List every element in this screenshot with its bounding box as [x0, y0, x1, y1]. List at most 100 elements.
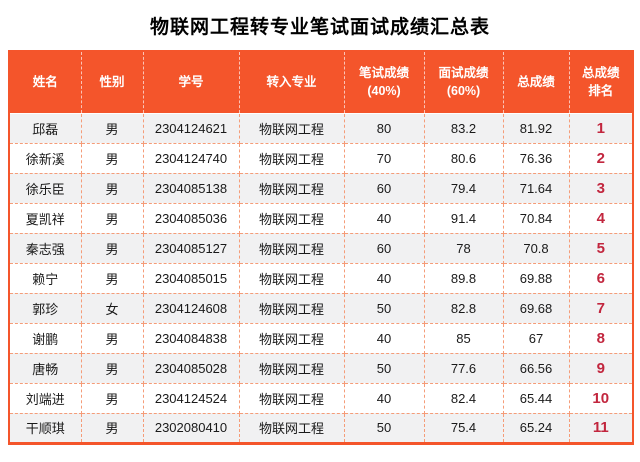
cell-name: 秦志强: [8, 232, 82, 264]
cell-total: 81.92: [502, 112, 570, 144]
cell-written: 50: [343, 412, 425, 444]
cell-rank: 10: [568, 382, 634, 414]
cell-major: 物联网工程: [238, 412, 345, 444]
cell-rank: 1: [568, 112, 634, 144]
cell-interview: 85: [423, 322, 504, 354]
cell-major: 物联网工程: [238, 172, 345, 204]
cell-gender: 男: [80, 232, 144, 264]
cell-student-id: 2304124740: [142, 142, 240, 174]
cell-rank: 11: [568, 412, 634, 444]
cell-rank: 8: [568, 322, 634, 354]
table-row: 秦志强男 2304085127 物联网工程 60 78 70.8 5: [8, 232, 634, 264]
col-header-rank: 总成绩 排名: [568, 51, 633, 114]
cell-student-id: 2304124524: [142, 382, 240, 414]
cell-student-id: 2304084838: [142, 322, 240, 354]
cell-written: 60: [343, 172, 425, 204]
cell-gender: 男: [80, 262, 144, 294]
table-row: 夏凯祥男 2304085036 物联网工程 40 91.4 70.84 4: [8, 202, 634, 234]
cell-rank: 5: [568, 232, 634, 264]
cell-student-id: 2304085015: [142, 262, 240, 294]
title-bar: 物联网工程转专业笔试面试成绩汇总表: [0, 0, 640, 50]
cell-major: 物联网工程: [238, 262, 345, 294]
cell-written: 40: [343, 382, 425, 414]
cell-gender: 男: [80, 322, 144, 354]
cell-name: 郭珍: [8, 292, 82, 324]
cell-interview: 77.6: [423, 352, 504, 384]
col-header-total-score: 总成绩: [502, 51, 569, 114]
cell-major: 物联网工程: [238, 232, 345, 264]
cell-total: 70.8: [502, 232, 570, 264]
cell-total: 70.84: [502, 202, 570, 234]
cell-major: 物联网工程: [238, 292, 345, 324]
results-table: 姓名 性别 学号 转入专业 笔试成绩 (40%) 面试成绩 (60%) 总成绩 …: [8, 50, 634, 445]
cell-total: 65.44: [502, 382, 570, 414]
cell-major: 物联网工程: [238, 352, 345, 384]
cell-gender: 男: [80, 172, 144, 204]
cell-name: 徐新溪: [8, 142, 82, 174]
cell-student-id: 2304085028: [142, 352, 240, 384]
table-row: 郭珍女 2304124608 物联网工程 50 82.8 69.68 7: [8, 292, 634, 324]
cell-written: 40: [343, 322, 425, 354]
cell-total: 76.36: [502, 142, 570, 174]
col-header-gender: 性别: [80, 51, 143, 114]
cell-major: 物联网工程: [238, 322, 345, 354]
cell-student-id: 2304085127: [142, 232, 240, 264]
cell-total: 65.24: [502, 412, 570, 444]
col-header-student-id: 学号: [142, 51, 239, 114]
cell-interview: 75.4: [423, 412, 504, 444]
col-header-major: 转入专业: [238, 51, 344, 114]
table-row: 唐畅男 2304085028 物联网工程 50 77.6 66.56 9: [8, 352, 634, 384]
cell-gender: 男: [80, 112, 144, 144]
cell-rank: 3: [568, 172, 634, 204]
cell-interview: 79.4: [423, 172, 504, 204]
cell-interview: 80.6: [423, 142, 504, 174]
cell-major: 物联网工程: [238, 142, 345, 174]
cell-total: 67: [502, 322, 570, 354]
table-row: 干顺琪男 2302080410 物联网工程 50 75.4 65.24 11: [8, 412, 634, 444]
cell-name: 邱磊: [8, 112, 82, 144]
page-title: 物联网工程转专业笔试面试成绩汇总表: [149, 16, 490, 38]
cell-major: 物联网工程: [238, 112, 345, 144]
cell-student-id: 2304085138: [142, 172, 240, 204]
cell-gender: 女: [80, 292, 144, 324]
cell-gender: 男: [80, 202, 144, 234]
cell-gender: 男: [80, 352, 144, 384]
cell-gender: 男: [80, 382, 144, 414]
cell-interview: 78: [423, 232, 504, 264]
cell-written: 40: [343, 202, 425, 234]
cell-student-id: 2304124608: [142, 292, 240, 324]
cell-name: 刘端进: [8, 382, 82, 414]
table-row: 刘端进男 2304124524 物联网工程 40 82.4 65.44 10: [8, 382, 634, 414]
cell-name: 夏凯祥: [8, 202, 82, 234]
cell-total: 69.68: [502, 292, 570, 324]
cell-written: 80: [343, 112, 425, 144]
cell-interview: 91.4: [423, 202, 504, 234]
cell-rank: 7: [568, 292, 634, 324]
cell-gender: 男: [80, 142, 144, 174]
cell-written: 50: [343, 292, 425, 324]
col-header-written-score: 笔试成绩 (40%): [343, 51, 424, 114]
table-row: 徐新溪男 2304124740 物联网工程 70 80.6 76.36 2: [8, 142, 634, 174]
cell-rank: 6: [568, 262, 634, 294]
cell-rank: 9: [568, 352, 634, 384]
cell-interview: 82.4: [423, 382, 504, 414]
cell-total: 69.88: [502, 262, 570, 294]
cell-name: 唐畅: [8, 352, 82, 384]
cell-interview: 89.8: [423, 262, 504, 294]
cell-total: 71.64: [502, 172, 570, 204]
cell-name: 赖宁: [8, 262, 82, 294]
cell-student-id: 2304085036: [142, 202, 240, 234]
cell-name: 谢鹏: [8, 322, 82, 354]
cell-major: 物联网工程: [238, 202, 345, 234]
cell-student-id: 2304124621: [142, 112, 240, 144]
table-row: 邱磊男 2304124621 物联网工程 80 83.2 81.92 1: [8, 112, 634, 144]
table-row: 徐乐臣男 2304085138 物联网工程 60 79.4 71.64 3: [8, 172, 634, 204]
table-row: 赖宁男 2304085015 物联网工程 40 89.8 69.88 6: [8, 262, 634, 294]
table-row: 谢鹏男 2304084838 物联网工程 40 85 67 8: [8, 322, 634, 354]
cell-rank: 4: [568, 202, 634, 234]
col-header-interview-score: 面试成绩 (60%): [423, 51, 503, 114]
cell-interview: 83.2: [423, 112, 504, 144]
cell-major: 物联网工程: [238, 382, 345, 414]
cell-rank: 2: [568, 142, 634, 174]
cell-interview: 82.8: [423, 292, 504, 324]
